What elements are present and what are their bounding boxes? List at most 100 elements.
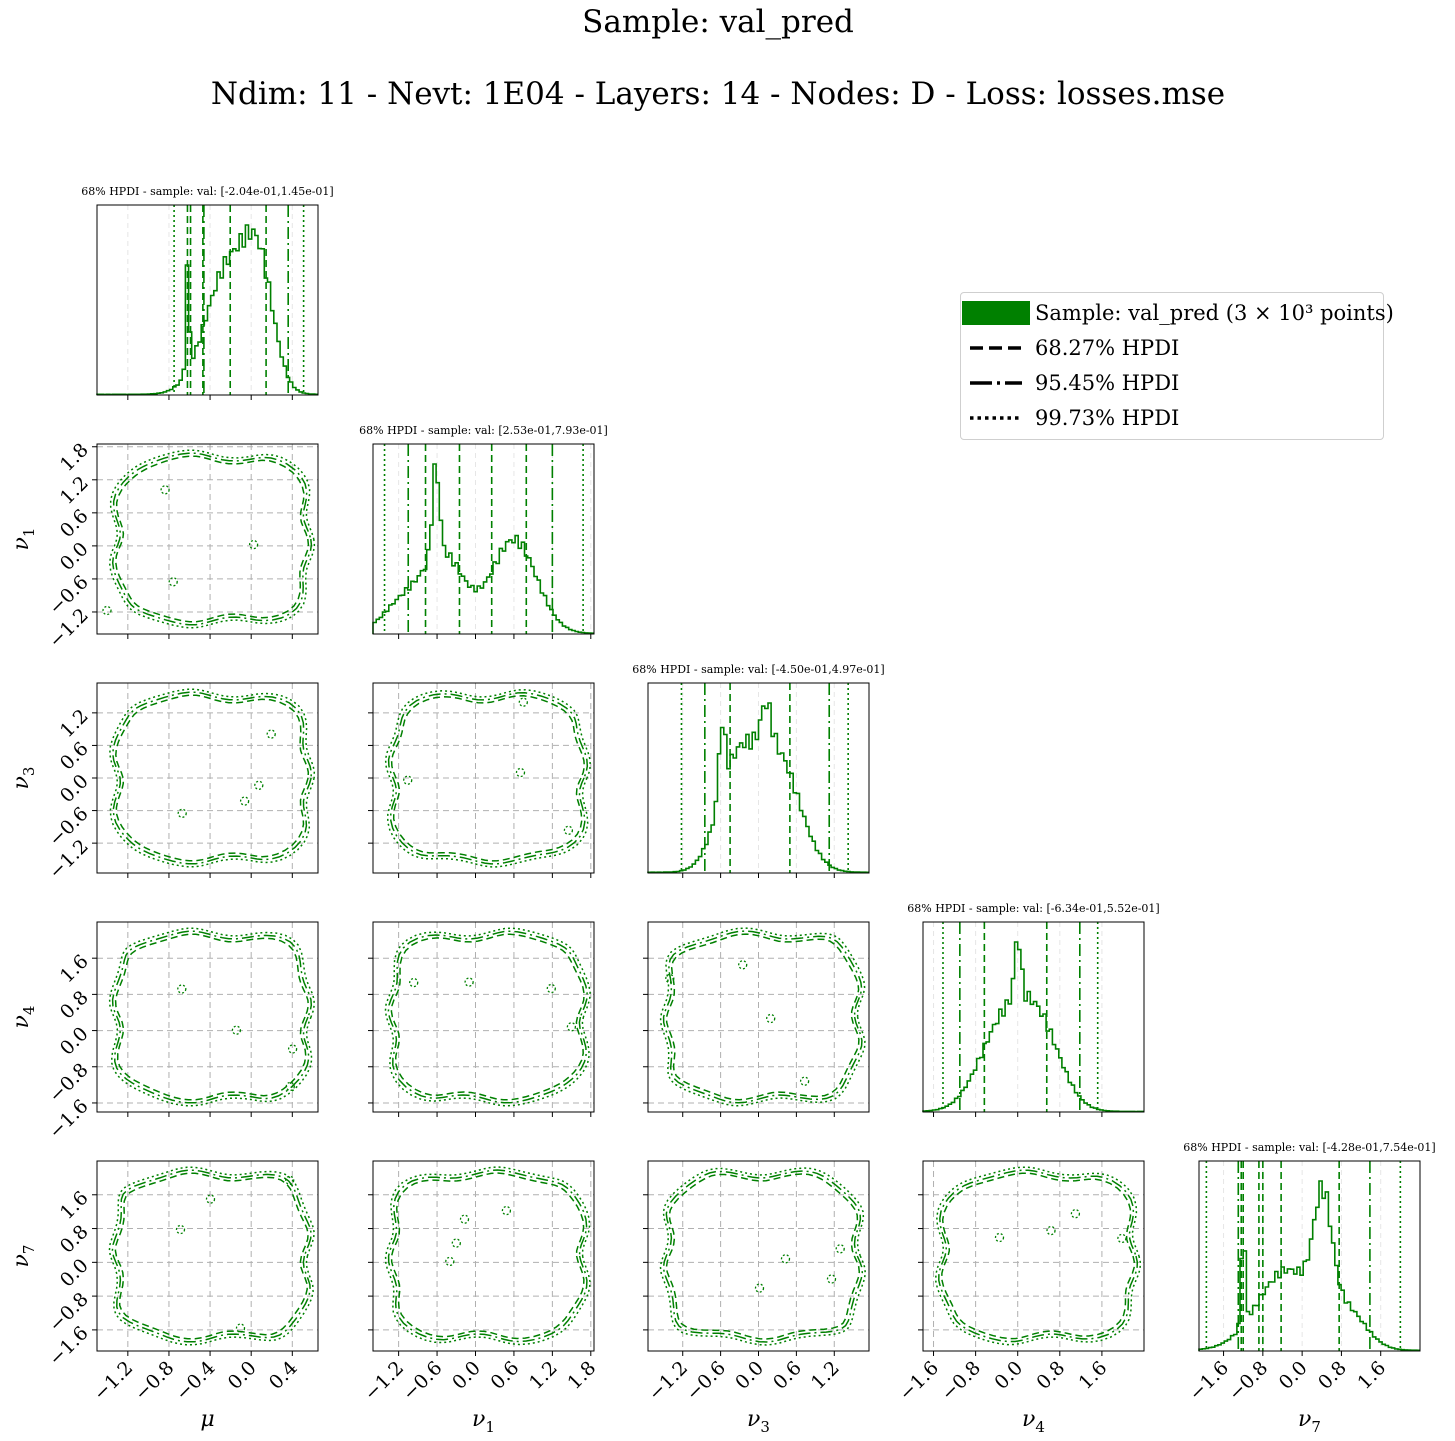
legend-label: Sample: val_pred (3 × 10³ points) <box>1035 301 1394 325</box>
legend-label: 95.45% HPDI <box>1035 371 1180 395</box>
y-tick-label: 0.6 <box>56 505 93 542</box>
x-tick-label: 0.0 <box>731 1357 768 1394</box>
contour-line <box>111 452 313 626</box>
figure-title: Sample: val_pred <box>582 4 854 40</box>
y-tick-label: 0.0 <box>56 1255 93 1292</box>
contour-blob <box>754 1283 765 1293</box>
panel-frame <box>372 921 595 1113</box>
contour-blob <box>160 485 170 495</box>
contour-blob <box>285 1175 295 1185</box>
contour-line <box>390 933 585 1101</box>
panel-frame <box>96 204 319 396</box>
contour-line <box>941 1172 1136 1340</box>
x-tick-label: 0.0 <box>990 1357 1027 1394</box>
axis-label: μ <box>200 1407 214 1432</box>
x-tick-label: −0.8 <box>937 1357 985 1405</box>
legend-entry-99: 99.73% HPDI <box>961 403 1179 433</box>
axis-label-subscript: 3 <box>760 1418 770 1436</box>
contour-blob <box>665 973 675 984</box>
histogram-steps <box>96 224 318 396</box>
axis-label-subscript: 3 <box>20 767 38 777</box>
contour-blob <box>738 960 748 970</box>
legend-swatch-dotted <box>970 416 1022 420</box>
axis-label-subscript: 4 <box>20 1006 38 1016</box>
y-tick-label: 1.6 <box>56 950 93 987</box>
contour-line <box>384 927 591 1107</box>
contour-blob <box>766 1013 776 1024</box>
y-tick-label: 0.0 <box>56 1023 93 1060</box>
contour-blob <box>1070 1209 1081 1219</box>
legend-swatch-dashdot <box>970 381 1022 385</box>
contour-blob <box>102 605 112 616</box>
contour-blob <box>254 780 264 790</box>
x-tick-label: −1.2 <box>644 1357 692 1405</box>
contour-panel-5-1: −1.6−0.80.00.81.6ν7−1.2−0.8−0.4 0.0 0.4μ <box>9 1160 319 1432</box>
legend-entry-68: 68.27% HPDI <box>961 333 1179 363</box>
histogram-panel-5: 68% HPDI - sample: val: [-4.28e-01,7.54e… <box>1183 1141 1435 1436</box>
x-tick-label: −0.8 <box>1224 1357 1272 1405</box>
contour-line <box>108 1166 315 1346</box>
contour-blob <box>451 1238 461 1248</box>
y-tick-label: 0.0 <box>56 770 93 807</box>
x-tick-label: 1.2 <box>525 1357 562 1394</box>
axis-label-subscript: 7 <box>20 1245 38 1255</box>
contour-blob <box>464 977 474 987</box>
panel-frame <box>96 921 319 1113</box>
contour-blob <box>780 1254 791 1264</box>
histogram-title: 68% HPDI - sample: val: [-6.34e-01,5.52e… <box>907 902 1159 915</box>
contour-panel-5-4: −1.6−0.8 0.0 0.8 1.6 ν4 <box>895 1160 1145 1436</box>
y-tick-label: −0.8 <box>45 1059 93 1107</box>
contour-line <box>114 1172 309 1340</box>
contour-panel-4-3 <box>643 921 870 1117</box>
contour-line <box>665 933 860 1101</box>
x-tick-label: −0.6 <box>682 1357 730 1405</box>
contour-blob <box>266 729 276 739</box>
y-tick-label: 1.6 <box>56 1187 93 1224</box>
axis-label: ν3 <box>9 767 38 790</box>
panel-frame <box>1198 1160 1421 1352</box>
contour-blob <box>835 1244 845 1254</box>
panel-frame <box>372 443 595 635</box>
panel-frame <box>96 1160 319 1352</box>
x-tick-label: −0.8 <box>130 1357 178 1405</box>
contour-blob <box>235 1323 246 1333</box>
histogram-panel-2: 68% HPDI - sample: val: [2.53e-01,7.93e-… <box>359 424 608 639</box>
contour-line <box>114 933 310 1101</box>
histogram-steps <box>1198 1180 1420 1352</box>
histogram-title: 68% HPDI - sample: val: [2.53e-01,7.93e-… <box>359 424 608 437</box>
contour-line <box>384 1166 591 1346</box>
y-tick-label: 0.8 <box>56 987 93 1024</box>
axis-label: ν7 <box>1298 1407 1321 1436</box>
axis-label: ν7 <box>9 1245 38 1268</box>
contour-blob <box>563 825 574 835</box>
contour-blob <box>231 1025 242 1035</box>
histogram-steps <box>647 702 869 874</box>
x-tick-label: 0.4 <box>265 1357 302 1394</box>
histogram-title: 68% HPDI - sample: val: [-4.28e-01,7.54e… <box>1183 1141 1435 1154</box>
contour-panel-4-2 <box>368 921 595 1117</box>
x-tick-label: −0.6 <box>398 1357 446 1405</box>
contour-blob <box>205 1194 216 1204</box>
contour-blob <box>248 539 259 550</box>
y-tick-label: 0.8 <box>56 1221 93 1258</box>
legend-swatch-dashed <box>970 346 1022 350</box>
histogram-steps <box>922 941 1144 1113</box>
legend-entry-sample: Sample: val_pred (3 × 10³ points) <box>961 298 1394 328</box>
contour-blob <box>1117 1233 1127 1244</box>
contour-line <box>115 694 310 862</box>
contour-blob <box>501 1205 512 1216</box>
contour-blob <box>177 808 187 818</box>
y-tick-label: 1.2 <box>56 705 93 742</box>
histogram-panel-1: 68% HPDI - sample: val: [-2.04e-01,1.45e… <box>81 185 334 400</box>
contour-blob <box>445 1256 455 1267</box>
legend-swatch-patch <box>962 301 1030 325</box>
axis-label: ν1 <box>9 528 38 551</box>
contour-line <box>390 1172 585 1340</box>
axis-label: ν4 <box>1022 1407 1045 1436</box>
contour-line <box>938 1169 1139 1343</box>
contour-panel-4-1: −1.6−0.80.00.81.6 ν4 <box>9 921 319 1143</box>
y-tick-label: 1.2 <box>56 472 93 509</box>
contour-line <box>665 1173 861 1340</box>
contour-line <box>662 1170 864 1343</box>
